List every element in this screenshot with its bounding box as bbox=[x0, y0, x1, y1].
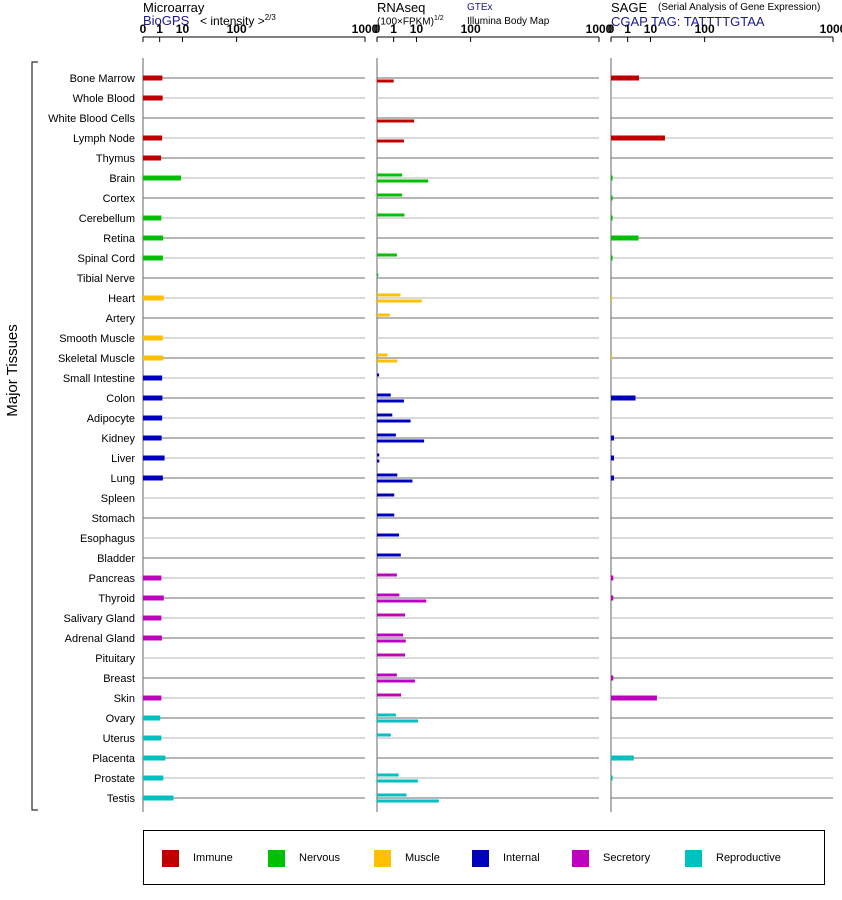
legend-label: Muscle bbox=[405, 852, 440, 864]
x-tick-label: 100 bbox=[461, 22, 481, 36]
x-tick-label: 1 bbox=[156, 22, 163, 36]
legend-swatch bbox=[572, 849, 589, 867]
legend-swatch bbox=[472, 849, 489, 867]
legend-item-muscle: Muscle bbox=[374, 849, 440, 867]
tissue-label: Skin bbox=[114, 693, 135, 705]
legend-label: Internal bbox=[503, 852, 540, 864]
tissue-label: Ovary bbox=[106, 713, 136, 725]
legend-label: Nervous bbox=[299, 852, 340, 864]
legend-swatch bbox=[374, 849, 391, 867]
tissue-label: Prostate bbox=[94, 773, 135, 785]
x-tick-label: 0 bbox=[140, 22, 147, 36]
tissue-label: Breast bbox=[103, 673, 135, 685]
x-tick-label: 10 bbox=[644, 22, 658, 36]
sage-title: SAGE bbox=[611, 0, 648, 15]
legend-item-immune: Immune bbox=[162, 849, 233, 867]
sage-tag: CGAP TAG: TATTTTGTAA bbox=[611, 14, 765, 29]
tissue-label: Placenta bbox=[92, 753, 136, 765]
tissue-label: Smooth Muscle bbox=[59, 333, 135, 345]
tissue-label: Stomach bbox=[92, 513, 135, 525]
tissue-label: Uterus bbox=[103, 733, 136, 745]
tissue-label: Bladder bbox=[97, 553, 135, 565]
tissue-label: Pituitary bbox=[95, 653, 135, 665]
tissue-label: Artery bbox=[106, 313, 136, 325]
tissue-label: Small Intestine bbox=[63, 373, 135, 385]
microarray-source: BioGPS bbox=[143, 13, 190, 28]
tissue-label: Kidney bbox=[101, 433, 135, 445]
tissue-bracket bbox=[31, 61, 38, 811]
x-tick-label: 10 bbox=[176, 22, 190, 36]
illumina-source: Illumina Body Map bbox=[467, 16, 550, 27]
x-tick-label: 1000 bbox=[352, 22, 379, 36]
legend-item-internal: Internal bbox=[472, 849, 540, 867]
tissue-label: Retina bbox=[103, 233, 136, 245]
tissue-label: Liver bbox=[111, 453, 135, 465]
tissue-label: Thyroid bbox=[98, 593, 135, 605]
x-tick-label: 1000 bbox=[586, 22, 613, 36]
tissue-label: Lymph Node bbox=[73, 133, 135, 145]
tissue-label: Testis bbox=[107, 793, 136, 805]
legend-label: Secretory bbox=[603, 852, 651, 864]
x-tick-label: 1000 bbox=[820, 22, 842, 36]
tissue-label: Spleen bbox=[101, 493, 135, 505]
microarray-scale-label: < intensity >2/3 bbox=[200, 13, 276, 28]
legend-item-secretory: Secretory bbox=[572, 849, 650, 867]
tissue-label: Skeletal Muscle bbox=[58, 353, 135, 365]
tissue-label: Whole Blood bbox=[73, 93, 135, 105]
tissue-label: Brain bbox=[109, 173, 135, 185]
legend-swatch bbox=[685, 849, 702, 867]
tissue-label: Tibial Nerve bbox=[77, 273, 135, 285]
x-tick-label: 100 bbox=[227, 22, 247, 36]
tissue-label: Salivary Gland bbox=[63, 613, 135, 625]
tissue-label: Pancreas bbox=[89, 573, 136, 585]
tissue-label: Colon bbox=[106, 393, 135, 405]
legend-label: Immune bbox=[193, 852, 233, 864]
rnaseq-scale-label: (100×FPKM)1/2 bbox=[377, 15, 444, 28]
sage-note: (Serial Analysis of Gene Expression) bbox=[658, 2, 821, 13]
legend-swatch bbox=[162, 849, 179, 867]
x-tick-label: 10 bbox=[410, 22, 424, 36]
tissue-label: Lung bbox=[111, 473, 135, 485]
legend-label: Reproductive bbox=[716, 852, 781, 864]
microarray-title: Microarray bbox=[143, 0, 205, 15]
rnaseq-title: RNAseq bbox=[377, 0, 426, 15]
legend: Immune Nervous Muscle Internal Secretory… bbox=[143, 830, 825, 885]
gtex-source: GTEx bbox=[467, 2, 493, 13]
tissue-label: Bone Marrow bbox=[70, 73, 135, 85]
tissue-label: Cerebellum bbox=[79, 213, 135, 225]
x-tick-label: 1 bbox=[390, 22, 397, 36]
tissue-label: Adipocyte bbox=[87, 413, 135, 425]
legend-item-reproductive: Reproductive bbox=[685, 849, 781, 867]
tissue-label: White Blood Cells bbox=[48, 113, 135, 125]
major-tissues-label: Major Tissues bbox=[3, 324, 21, 417]
legend-item-nervous: Nervous bbox=[268, 849, 340, 867]
x-tick-label: 0 bbox=[608, 22, 615, 36]
tissue-label: Adrenal Gland bbox=[65, 633, 135, 645]
tissue-label: Thymus bbox=[96, 153, 136, 165]
x-tick-label: 0 bbox=[374, 22, 381, 36]
x-tick-label: 100 bbox=[695, 22, 715, 36]
tissue-label: Cortex bbox=[103, 193, 136, 205]
tissue-label: Esophagus bbox=[80, 533, 136, 545]
x-tick-label: 1 bbox=[624, 22, 631, 36]
legend-swatch bbox=[268, 849, 285, 867]
tissue-label: Heart bbox=[108, 293, 135, 305]
tissue-label: Spinal Cord bbox=[78, 253, 135, 265]
